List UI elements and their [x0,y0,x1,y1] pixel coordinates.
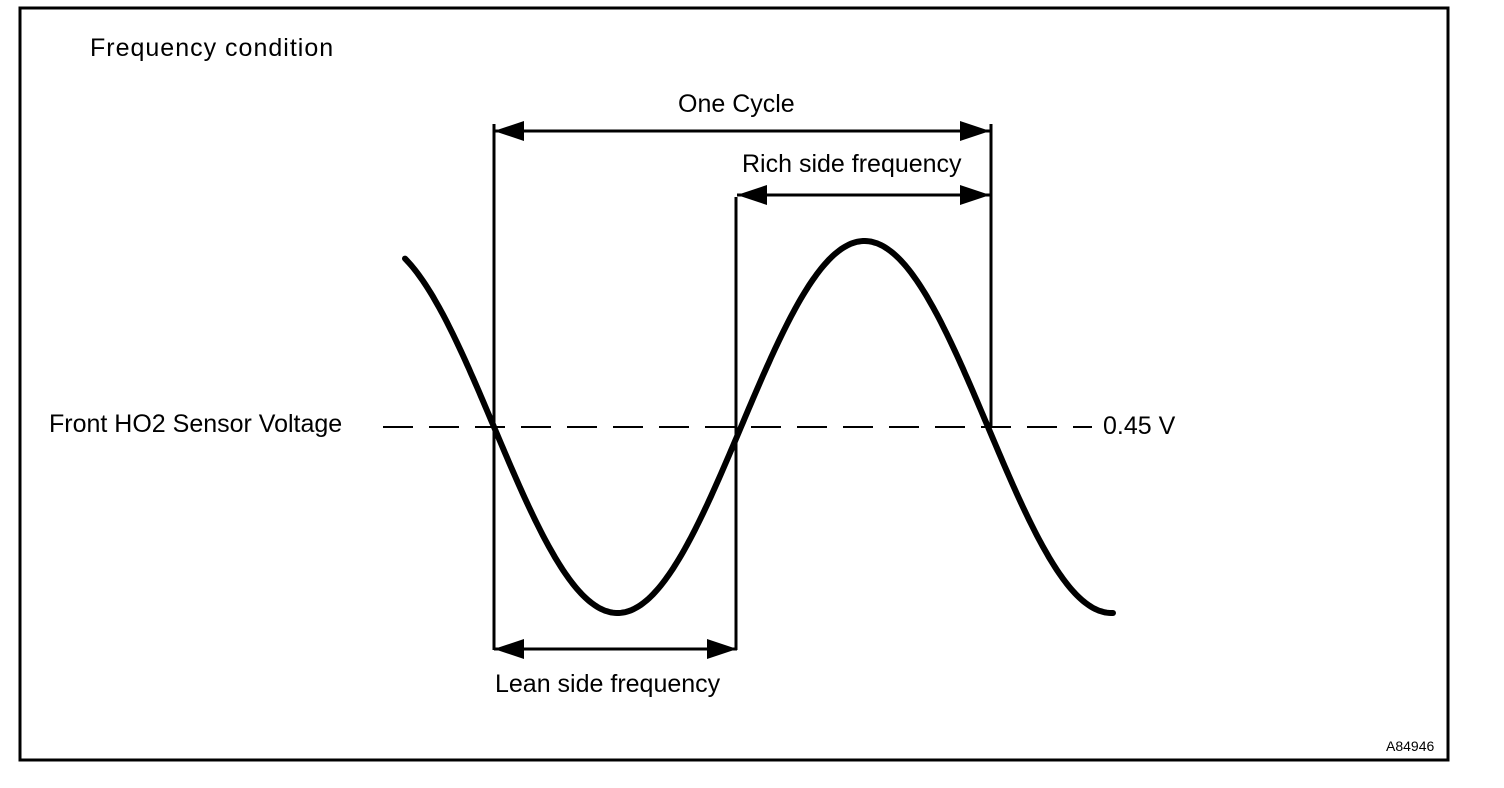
diagram-title: Frequency condition [90,34,334,62]
sensor-voltage-waveform [402,238,1116,616]
rich-side-frequency-label: Rich side frequency [742,150,962,178]
threshold-value-label: 0.45 V [1103,412,1176,440]
diagram-frame [18,6,1450,762]
sensor-voltage-label: Front HO2 Sensor Voltage [49,410,342,438]
one-cycle-label: One Cycle [678,90,795,118]
lean-side-frequency-label: Lean side frequency [495,670,721,698]
figure-code: A84946 [1386,738,1434,754]
